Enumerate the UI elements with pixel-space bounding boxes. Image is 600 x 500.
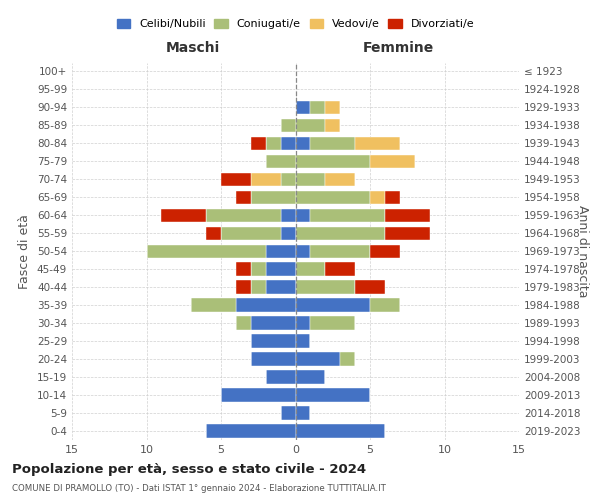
- Bar: [251, 262, 266, 276]
- Bar: [296, 316, 310, 330]
- Text: COMUNE DI PRAMOLLO (TO) - Dati ISTAT 1° gennaio 2024 - Elaborazione TUTTITALIA.I: COMUNE DI PRAMOLLO (TO) - Dati ISTAT 1° …: [12, 484, 386, 493]
- Bar: [370, 154, 415, 168]
- Bar: [325, 262, 355, 276]
- Bar: [370, 244, 400, 258]
- Bar: [221, 388, 296, 402]
- Bar: [251, 316, 296, 330]
- Text: Popolazione per età, sesso e stato civile - 2024: Popolazione per età, sesso e stato civil…: [12, 462, 366, 475]
- Bar: [281, 172, 296, 186]
- Bar: [296, 280, 355, 294]
- Text: Maschi: Maschi: [166, 41, 220, 55]
- Bar: [236, 190, 251, 204]
- Bar: [325, 172, 355, 186]
- Bar: [296, 118, 325, 132]
- Bar: [325, 118, 340, 132]
- Bar: [266, 370, 296, 384]
- Bar: [236, 262, 251, 276]
- Bar: [266, 262, 296, 276]
- Bar: [296, 298, 370, 312]
- Bar: [281, 226, 296, 240]
- Bar: [281, 136, 296, 150]
- Bar: [281, 406, 296, 420]
- Bar: [296, 226, 385, 240]
- Bar: [296, 424, 385, 438]
- Bar: [296, 334, 310, 348]
- Bar: [251, 352, 296, 366]
- Bar: [296, 262, 325, 276]
- Bar: [385, 226, 430, 240]
- Bar: [266, 280, 296, 294]
- Bar: [385, 190, 400, 204]
- Bar: [296, 352, 340, 366]
- Bar: [355, 136, 400, 150]
- Bar: [251, 172, 281, 186]
- Bar: [236, 280, 251, 294]
- Bar: [281, 208, 296, 222]
- Bar: [146, 244, 266, 258]
- Bar: [236, 298, 296, 312]
- Bar: [266, 154, 296, 168]
- Bar: [296, 370, 325, 384]
- Bar: [296, 154, 370, 168]
- Bar: [221, 226, 281, 240]
- Bar: [296, 244, 310, 258]
- Bar: [310, 100, 325, 114]
- Bar: [236, 316, 251, 330]
- Bar: [325, 100, 340, 114]
- Bar: [251, 190, 296, 204]
- Bar: [310, 136, 355, 150]
- Bar: [296, 136, 310, 150]
- Bar: [251, 334, 296, 348]
- Bar: [296, 172, 325, 186]
- Bar: [310, 316, 355, 330]
- Text: Femmine: Femmine: [362, 41, 434, 55]
- Bar: [161, 208, 206, 222]
- Y-axis label: Anni di nascita: Anni di nascita: [576, 205, 589, 298]
- Bar: [206, 208, 281, 222]
- Bar: [266, 136, 281, 150]
- Bar: [370, 190, 385, 204]
- Bar: [370, 298, 400, 312]
- Bar: [266, 244, 296, 258]
- Bar: [206, 226, 221, 240]
- Bar: [296, 388, 370, 402]
- Bar: [296, 208, 310, 222]
- Bar: [251, 280, 266, 294]
- Bar: [296, 406, 310, 420]
- Bar: [281, 118, 296, 132]
- Bar: [340, 352, 355, 366]
- Bar: [191, 298, 236, 312]
- Bar: [385, 208, 430, 222]
- Bar: [251, 136, 266, 150]
- Bar: [310, 208, 385, 222]
- Bar: [206, 424, 296, 438]
- Legend: Celibi/Nubili, Coniugati/e, Vedovi/e, Divorziati/e: Celibi/Nubili, Coniugati/e, Vedovi/e, Di…: [113, 15, 478, 32]
- Bar: [296, 100, 310, 114]
- Y-axis label: Fasce di età: Fasce di età: [19, 214, 31, 288]
- Bar: [355, 280, 385, 294]
- Bar: [296, 190, 370, 204]
- Bar: [310, 244, 370, 258]
- Bar: [221, 172, 251, 186]
